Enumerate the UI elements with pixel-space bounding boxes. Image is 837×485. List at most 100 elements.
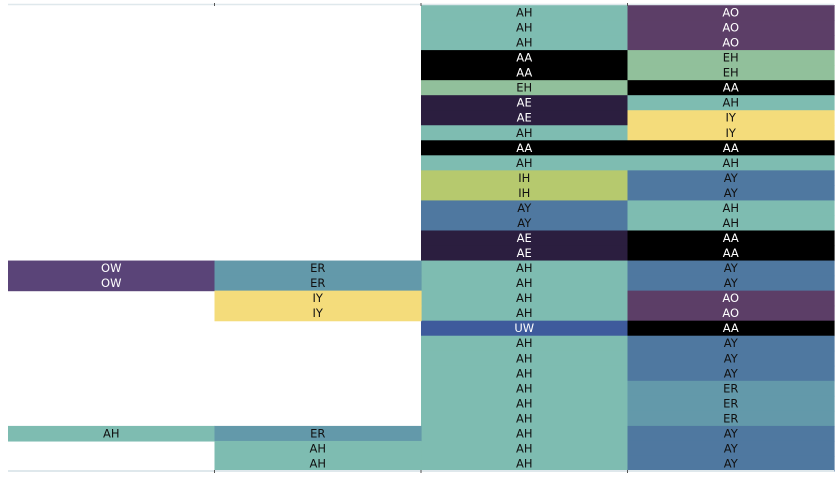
heatmap-cell-fill xyxy=(627,440,835,457)
heatmap-cell-fill xyxy=(627,245,835,262)
heatmap-cell-label: AY xyxy=(724,261,739,275)
heatmap-cell: EH xyxy=(627,50,835,66)
heatmap-cell-fill xyxy=(627,110,835,126)
heatmap-cell: OW xyxy=(8,275,216,292)
heatmap-cell-fill xyxy=(627,230,835,247)
heatmap-cell-fill xyxy=(421,365,629,382)
heatmap-cell-label: IY xyxy=(726,126,737,140)
heatmap-cell: ER xyxy=(214,260,422,277)
heatmap-cell-label: AA xyxy=(723,246,739,260)
heatmap-cell-label: AA xyxy=(723,141,739,155)
heatmap-cell-fill xyxy=(627,35,835,51)
heatmap-cell-label: OW xyxy=(101,276,121,290)
heatmap-cell-label: AY xyxy=(517,201,532,215)
heatmap-cell-label: AH xyxy=(516,456,533,470)
heatmap-cell: ER xyxy=(627,380,835,397)
heatmap-cell-fill xyxy=(214,440,422,457)
heatmap-cell-fill xyxy=(214,290,422,307)
heatmap-cell-label: AY xyxy=(724,276,739,290)
heatmap-cell: AY xyxy=(627,260,835,277)
heatmap-cell: ER xyxy=(627,410,835,427)
heatmap-cell: AH xyxy=(8,425,216,442)
heatmap-cell: AH xyxy=(421,305,629,322)
heatmap-cell: IY xyxy=(214,290,422,307)
heatmap-cell-label: AA xyxy=(516,141,532,155)
heatmap-cell: UW xyxy=(421,320,629,337)
heatmap-cell-label: AH xyxy=(516,426,533,440)
heatmap-cell-fill xyxy=(421,410,629,427)
heatmap-cell: ER xyxy=(214,425,422,442)
heatmap-cell-label: AH xyxy=(103,426,120,440)
heatmap-cell-fill xyxy=(214,275,422,292)
heatmap-cell-fill xyxy=(421,80,629,96)
heatmap-cell-label: EH xyxy=(723,66,739,80)
heatmap-cell-fill xyxy=(421,230,629,247)
heatmap-cell-label: AH xyxy=(722,216,739,230)
heatmap-cell-label: EH xyxy=(723,51,739,65)
heatmap-cell: AA xyxy=(627,245,835,262)
heatmap-cell: AO xyxy=(627,290,835,307)
heatmap-cell: AY xyxy=(627,425,835,442)
heatmap-cell-label: ER xyxy=(723,381,738,395)
heatmap-cell-label: AE xyxy=(517,246,532,260)
heatmap-cell-fill xyxy=(421,380,629,397)
heatmap-cell-label: IY xyxy=(313,306,324,320)
heatmap-cell: AY xyxy=(627,440,835,457)
heatmap-cell-fill xyxy=(8,260,216,277)
heatmap-cell: AA xyxy=(627,140,835,156)
heatmap-cell-fill xyxy=(421,50,629,66)
heatmap-cell-label: AH xyxy=(722,156,739,170)
heatmap-cell-fill xyxy=(421,20,629,36)
heatmap-cell-fill xyxy=(421,200,629,217)
heatmap-cell-fill xyxy=(214,455,422,472)
heatmap-cell-label: AY xyxy=(724,366,739,380)
heatmap-cell-label: AE xyxy=(517,111,532,125)
heatmap-cell: AY xyxy=(627,335,835,352)
heatmap-cell-fill xyxy=(421,140,629,156)
heatmap-cell-fill xyxy=(421,440,629,457)
heatmap-cell: AH xyxy=(214,440,422,457)
heatmap-cell-fill xyxy=(627,290,835,307)
heatmap-cell-fill xyxy=(627,140,835,156)
heatmap-cell: AH xyxy=(421,275,629,292)
heatmap-cell-fill xyxy=(627,320,835,337)
heatmap-cell: AH xyxy=(627,95,835,111)
heatmap-cell: AE xyxy=(421,110,629,126)
heatmap-cell-label: AH xyxy=(516,6,533,20)
heatmap-cell-label: AY xyxy=(724,351,739,365)
heatmap-cell: AY xyxy=(627,455,835,472)
heatmap-cell-fill xyxy=(421,305,629,322)
heatmap-cell-label: AH xyxy=(516,21,533,35)
heatmap-cell-fill xyxy=(627,380,835,397)
heatmap-cell: EH xyxy=(627,65,835,81)
heatmap-cell-fill xyxy=(627,275,835,292)
heatmap-cell-fill xyxy=(8,275,216,292)
heatmap-cell-label: AH xyxy=(516,276,533,290)
heatmap-cell-label: AO xyxy=(722,36,739,50)
heatmap-cell: AH xyxy=(421,20,629,36)
heatmap-cell-label: IY xyxy=(313,291,324,305)
heatmap-cell: AA xyxy=(627,80,835,96)
heatmap-cell-fill xyxy=(8,425,216,442)
heatmap-cell-fill xyxy=(421,215,629,232)
heatmap-cell-fill xyxy=(421,425,629,442)
heatmap-cell-fill xyxy=(421,95,629,111)
heatmap-cell-fill xyxy=(421,110,629,126)
heatmap-cell-fill xyxy=(421,455,629,472)
heatmap-cell-label: AH xyxy=(516,336,533,350)
heatmap-cell-label: AY xyxy=(724,441,739,455)
heatmap-cell: AA xyxy=(627,230,835,247)
heatmap-cell: AY xyxy=(627,170,835,186)
heatmap-cell: AA xyxy=(627,320,835,337)
heatmap-cell: AA xyxy=(421,65,629,81)
heatmap-cell-fill xyxy=(214,305,422,322)
heatmap-cell: AH xyxy=(627,200,835,217)
heatmap-cell-label: AE xyxy=(517,96,532,110)
heatmap-cell-label: AH xyxy=(516,411,533,425)
heatmap-cell: AH xyxy=(421,260,629,277)
heatmap-cell-label: ER xyxy=(723,411,738,425)
heatmap-cell: AH xyxy=(627,155,835,171)
heatmap-cell-fill xyxy=(627,50,835,66)
heatmap-cell-label: AY xyxy=(517,216,532,230)
